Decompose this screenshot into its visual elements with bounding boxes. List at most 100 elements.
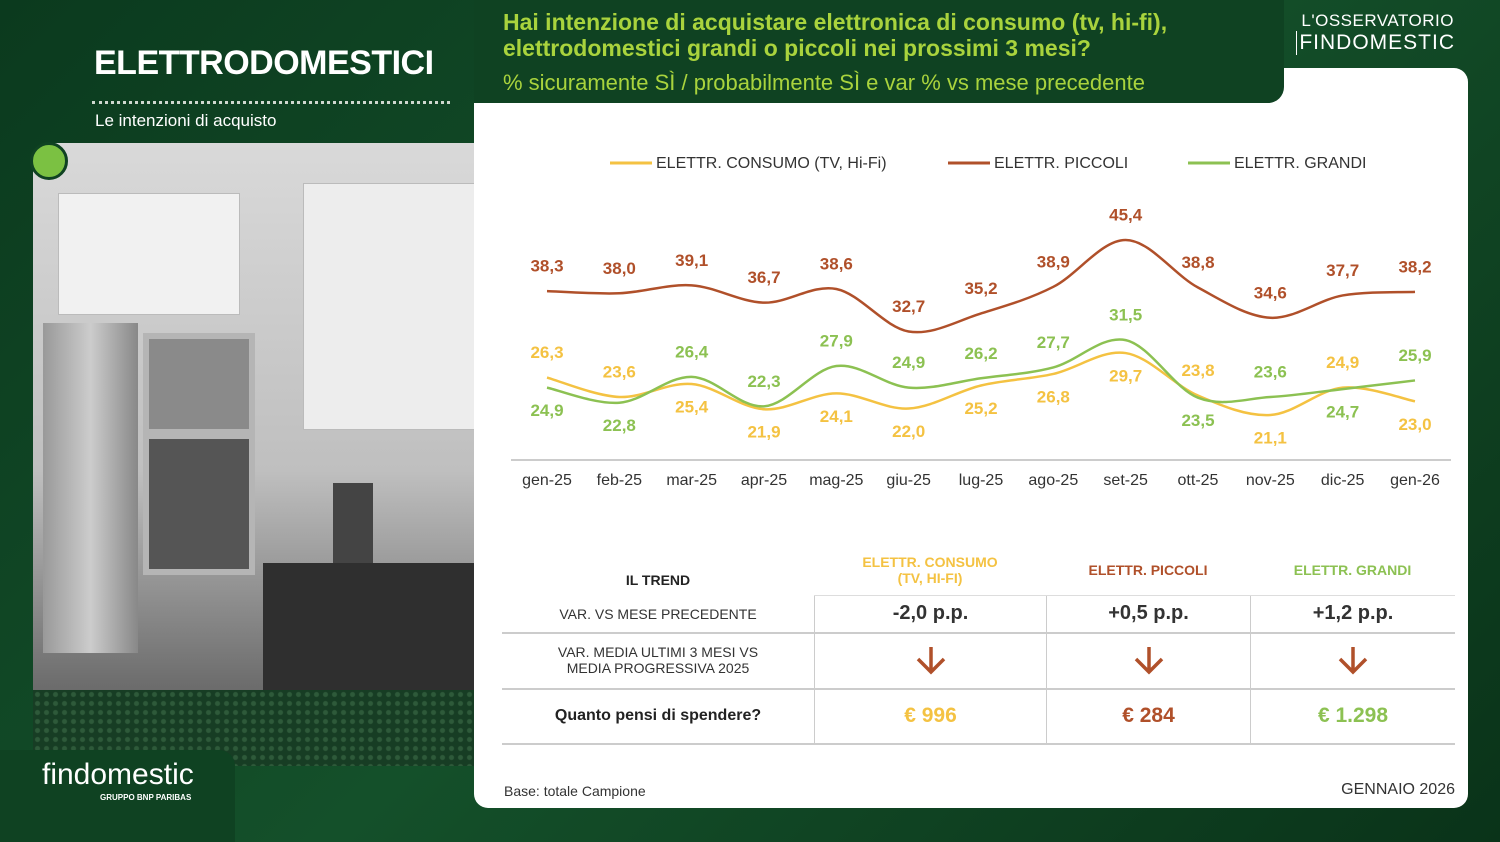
- data-label: 38,3: [530, 257, 563, 276]
- data-label: 27,7: [1037, 333, 1070, 352]
- data-label: 31,5: [1109, 306, 1142, 325]
- data-label: 22,0: [892, 422, 925, 441]
- table-header: ELETTR. GRANDI: [1293, 562, 1412, 578]
- data-label: 21,1: [1254, 428, 1287, 447]
- cabinet: [58, 193, 240, 315]
- x-tick-label: mag-25: [809, 472, 863, 489]
- footer-note: Base: totale Campione: [504, 783, 646, 799]
- fridge: [43, 323, 138, 653]
- divider: [92, 101, 450, 104]
- x-tick-label: apr-25: [741, 472, 787, 489]
- row-label: VAR. VS MESE PRECEDENTE: [559, 605, 757, 622]
- data-label: 24,9: [530, 401, 563, 420]
- x-tick-label: set-25: [1103, 472, 1148, 489]
- data-label: 38,0: [603, 259, 636, 278]
- arrow: [1134, 647, 1163, 675]
- series-line: [546, 238, 1416, 334]
- x-tick-label: ago-25: [1028, 472, 1078, 489]
- row-line: [814, 595, 1455, 596]
- data-label: 32,7: [892, 297, 925, 316]
- data-label: 26,4: [675, 342, 709, 361]
- data-label: 25,4: [675, 398, 709, 417]
- series-line: [546, 338, 1416, 408]
- x-tick-label: nov-25: [1246, 472, 1295, 489]
- data-label: 38,2: [1398, 257, 1431, 276]
- x-tick-label: gen-25: [522, 472, 572, 489]
- data-label: 35,2: [964, 279, 997, 298]
- counter: [263, 563, 474, 690]
- x-tick-label: lug-25: [959, 472, 1004, 489]
- x-tick-label: mar-25: [666, 472, 717, 489]
- logo-box: [0, 750, 235, 842]
- table-value: +0,5 p.p.: [1046, 595, 1250, 632]
- data-label: 34,6: [1254, 283, 1287, 302]
- data-label: 24,7: [1326, 403, 1359, 422]
- x-tick-label: giu-25: [886, 472, 931, 489]
- question: Hai intenzione di acquistare elettronica…: [503, 9, 1168, 61]
- x-tick-label: dic-25: [1321, 472, 1365, 489]
- data-label: 23,6: [1254, 362, 1287, 381]
- arrow: [1338, 647, 1368, 675]
- table-header: ELETTR. PICCOLI: [1088, 562, 1208, 578]
- data-label: 25,2: [964, 399, 997, 418]
- footer-date: GENNAIO 2026: [1341, 781, 1455, 798]
- data-label: 27,9: [820, 332, 853, 351]
- table-value: +1,2 p.p.: [1250, 595, 1455, 632]
- row-label: VAR. MEDIA ULTIMI 3 MESI VS MEDIA PROGRE…: [557, 644, 759, 676]
- section-title: ELETTRODOMESTICI: [94, 44, 434, 82]
- card: [474, 68, 1468, 808]
- data-label: 23,6: [603, 362, 636, 381]
- data-label: 21,9: [747, 423, 780, 442]
- row-label: Quanto pensi di spendere?: [554, 706, 762, 724]
- data-label: 23,5: [1181, 411, 1214, 430]
- brand-bottom: FINDOMESTIC: [1296, 31, 1455, 55]
- data-label: 24,9: [1326, 353, 1359, 372]
- logo-name: findomestic: [42, 758, 194, 791]
- data-label: 23,0: [1398, 415, 1431, 434]
- data-label: 39,1: [675, 251, 708, 270]
- data-label: 36,7: [747, 268, 780, 287]
- data-label: 26,3: [530, 343, 563, 362]
- data-label: 38,9: [1037, 252, 1070, 271]
- table-value: € 996: [814, 688, 1046, 743]
- data-label: 26,8: [1037, 387, 1070, 406]
- arrow-icon: [1046, 632, 1250, 688]
- row-line: [502, 632, 1455, 634]
- data-label: 45,4: [1109, 205, 1143, 224]
- header-tab: [474, 0, 1284, 103]
- icon: [30, 142, 68, 180]
- table-header: ELETTR. CONSUMO (TV, HI-FI): [862, 554, 998, 586]
- legend-label: ELETTR. GRANDI: [1234, 155, 1366, 172]
- logo-group: GRUPPO BNP PARIBAS: [100, 793, 192, 802]
- data-label: 38,8: [1181, 253, 1214, 272]
- x-tick-label: ott-25: [1178, 472, 1219, 489]
- subtitle: % sicuramente SÌ / probabilmente SÌ e va…: [503, 70, 1145, 95]
- table-value: -2,0 p.p.: [814, 595, 1046, 632]
- data-label: 29,7: [1109, 367, 1142, 386]
- data-label: 22,3: [747, 372, 780, 391]
- data-label: 25,9: [1398, 346, 1431, 365]
- x-tick-label: feb-25: [597, 472, 642, 489]
- cabinet: [303, 183, 474, 430]
- table-value: € 284: [1046, 688, 1250, 743]
- arrow: [916, 647, 945, 675]
- data-label: 26,2: [964, 344, 997, 363]
- coffee-machine: [333, 483, 373, 563]
- data-label: 23,8: [1181, 361, 1214, 380]
- arrow-icon: [814, 632, 1046, 688]
- photo: [33, 143, 474, 690]
- table-value: € 1.298: [1250, 688, 1455, 743]
- microwave: [143, 333, 255, 435]
- row-line: [502, 688, 1455, 690]
- data-label: 24,1: [820, 407, 853, 426]
- section-subtitle: Le intenzioni di acquisto: [95, 111, 277, 130]
- legend-label: ELETTR. CONSUMO (TV, Hi-Fi): [656, 155, 887, 172]
- oven: [143, 433, 255, 575]
- x-tick-label: gen-26: [1390, 472, 1440, 489]
- data-label: 38,6: [820, 254, 853, 273]
- arrow-icon: [1250, 632, 1455, 688]
- data-label: 24,9: [892, 353, 925, 372]
- data-label: 22,8: [603, 416, 636, 435]
